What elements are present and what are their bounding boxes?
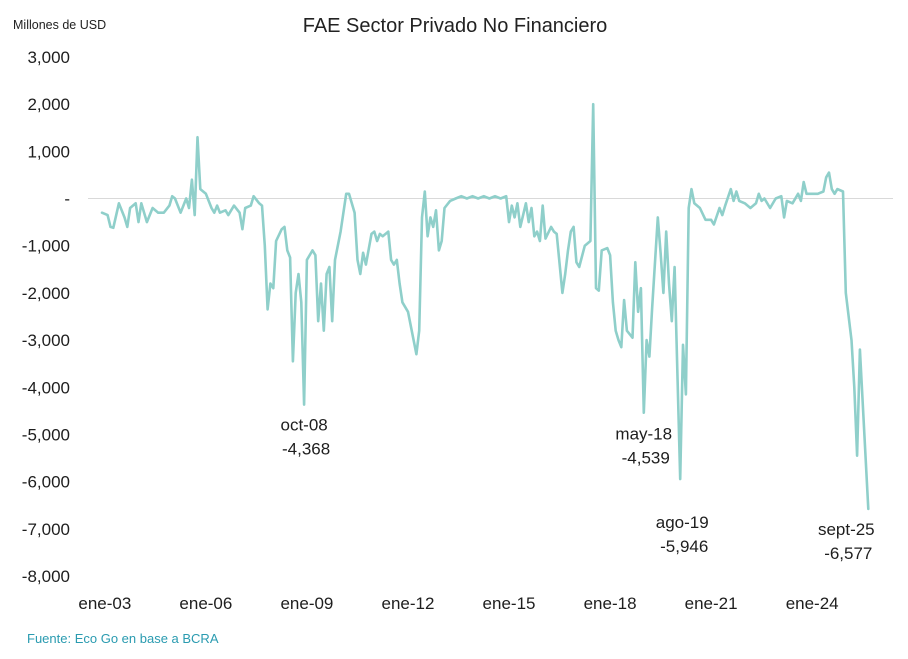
annotation-value: -4,368 bbox=[282, 440, 330, 459]
y-tick-label: -7,000 bbox=[22, 520, 70, 539]
x-tick-label: ene-21 bbox=[685, 594, 738, 613]
y-axis-unit-label: Millones de USD bbox=[13, 18, 106, 32]
x-tick-label: ene-15 bbox=[483, 594, 536, 613]
x-tick-label: ene-06 bbox=[179, 594, 232, 613]
x-tick-label: ene-12 bbox=[382, 594, 435, 613]
annotation-value: -6,577 bbox=[824, 544, 872, 563]
series-layer bbox=[100, 102, 870, 511]
annotation-value: -5,946 bbox=[660, 537, 708, 556]
y-axis-ticks: 3,000 2,000 1,000 - -1,000 -2,000 -3,000 -4,000… bbox=[22, 48, 70, 586]
annotation-label: may-18 bbox=[615, 425, 672, 444]
y-tick-label: -5,000 bbox=[22, 425, 70, 444]
y-tick-label: -3,000 bbox=[22, 331, 70, 350]
y-tick-label: -1,000 bbox=[22, 237, 70, 256]
x-tick-label: ene-24 bbox=[786, 594, 839, 613]
annotations: oct-08 -4,368 may-18 -4,539 ago-19 -5,946 sept… bbox=[281, 416, 875, 563]
y-tick-label: - bbox=[64, 190, 70, 209]
y-tick-label: 3,000 bbox=[27, 48, 70, 67]
x-tick-label: ene-03 bbox=[78, 594, 131, 613]
annotation-label: oct-08 bbox=[281, 416, 328, 435]
x-axis-ticks: ene-03 ene-06 ene-09 ene-12 ene-15 ene-18 ene-… bbox=[78, 594, 838, 613]
y-tick-label: -4,000 bbox=[22, 378, 70, 397]
chart-title: FAE Sector Privado No Financiero bbox=[303, 15, 608, 37]
y-tick-label: -8,000 bbox=[22, 567, 70, 586]
y-tick-label: 1,000 bbox=[27, 142, 70, 161]
annotation-label: sept-25 bbox=[818, 520, 875, 539]
x-tick-label: ene-09 bbox=[280, 594, 333, 613]
x-tick-label: ene-18 bbox=[584, 594, 637, 613]
y-tick-label: -6,000 bbox=[22, 473, 70, 492]
annotation-value: -4,539 bbox=[622, 449, 670, 468]
source-note: Fuente: Eco Go en base a BCRA bbox=[27, 631, 219, 646]
y-tick-label: 2,000 bbox=[27, 95, 70, 114]
annotation-label: ago-19 bbox=[656, 513, 709, 532]
series-line-0 bbox=[100, 102, 870, 511]
y-tick-label: -2,000 bbox=[22, 284, 70, 303]
